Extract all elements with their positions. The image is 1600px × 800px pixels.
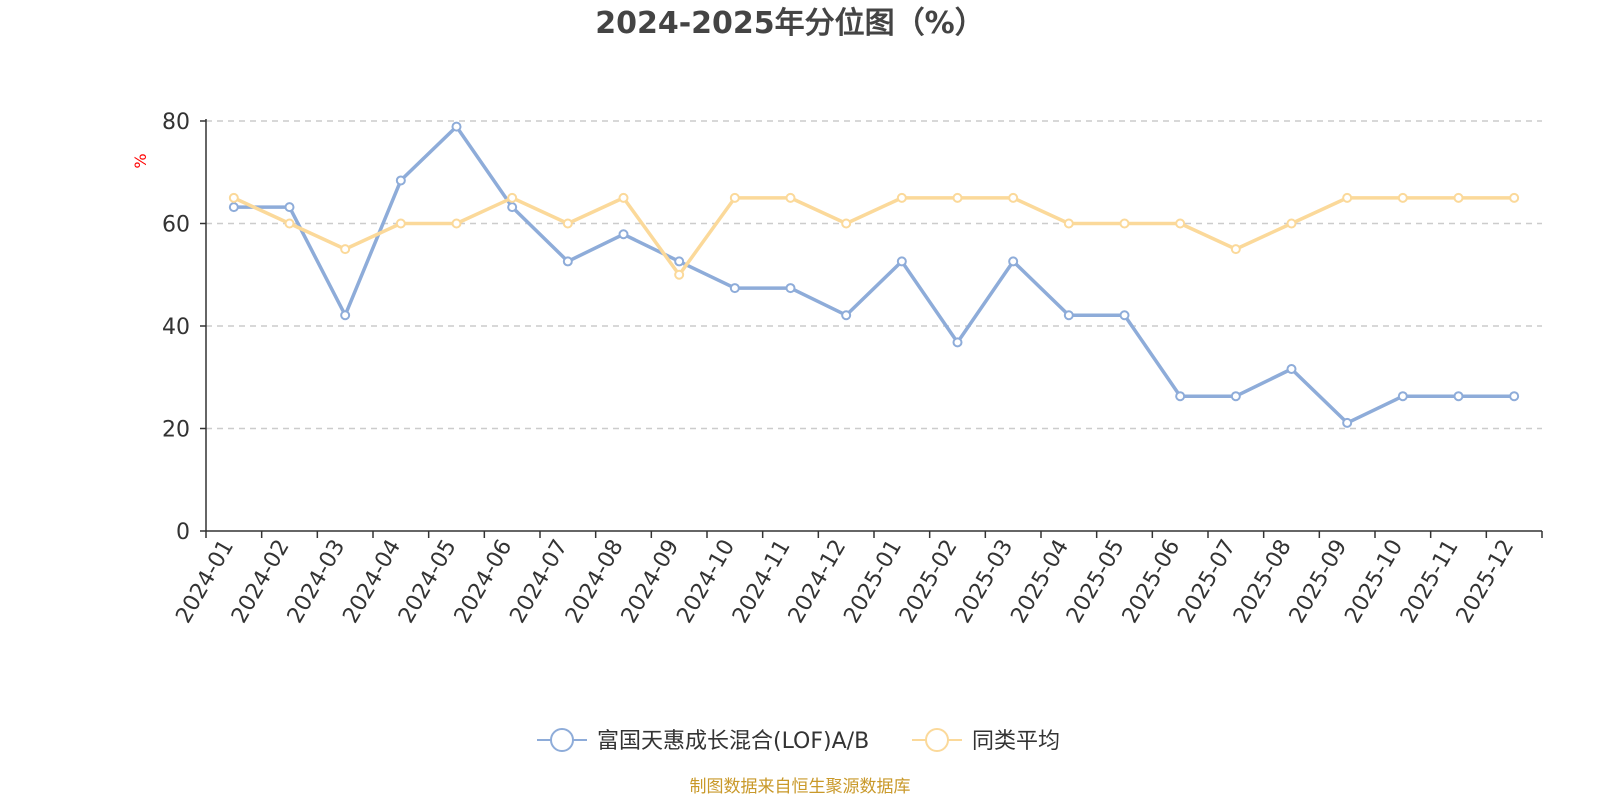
- data-point[interactable]: [1342, 192, 1353, 203]
- data-point[interactable]: [507, 202, 518, 213]
- data-point[interactable]: [1286, 364, 1297, 375]
- data-point[interactable]: [618, 192, 629, 203]
- data-point[interactable]: [1063, 218, 1074, 229]
- data-point[interactable]: [1063, 310, 1074, 321]
- data-point[interactable]: [674, 269, 685, 280]
- data-point[interactable]: [1119, 310, 1130, 321]
- data-point[interactable]: [1342, 417, 1353, 428]
- legend-label: 同类平均: [972, 729, 1060, 754]
- data-point[interactable]: [1397, 391, 1408, 402]
- data-point[interactable]: [228, 202, 239, 213]
- data-point[interactable]: [340, 244, 351, 255]
- data-point[interactable]: [1175, 218, 1186, 229]
- data-point[interactable]: [228, 192, 239, 203]
- data-point[interactable]: [896, 256, 907, 267]
- data-point[interactable]: [841, 310, 852, 321]
- series-0: [228, 121, 1520, 428]
- data-point[interactable]: [1119, 218, 1130, 229]
- data-point[interactable]: [507, 192, 518, 203]
- data-point[interactable]: [785, 283, 796, 294]
- y-tick-label: 40: [162, 315, 190, 340]
- x-axis-ticks: 2024-012024-022024-032024-042024-052024-…: [171, 531, 1543, 628]
- data-point[interactable]: [1230, 391, 1241, 402]
- data-point[interactable]: [562, 256, 573, 267]
- legend-item-0[interactable]: 富国天惠成长混合(LOF)A/B: [537, 728, 869, 754]
- data-point[interactable]: [1286, 218, 1297, 229]
- data-point[interactable]: [451, 218, 462, 229]
- data-point[interactable]: [1008, 256, 1019, 267]
- data-point[interactable]: [284, 202, 295, 213]
- data-point[interactable]: [841, 218, 852, 229]
- data-point[interactable]: [395, 218, 406, 229]
- y-tick-label: 80: [162, 110, 190, 135]
- y-tick-label: 0: [176, 520, 190, 545]
- data-point[interactable]: [729, 283, 740, 294]
- data-point[interactable]: [284, 218, 295, 229]
- data-point[interactable]: [1453, 192, 1464, 203]
- chart-title: 2024-2025年分位图（%）: [595, 6, 985, 41]
- data-point[interactable]: [674, 256, 685, 267]
- data-point[interactable]: [1397, 192, 1408, 203]
- data-point[interactable]: [952, 337, 963, 348]
- data-point[interactable]: [1453, 391, 1464, 402]
- y-axis-label: %: [131, 153, 150, 168]
- legend: 富国天惠成长混合(LOF)A/B 同类平均: [537, 728, 1060, 754]
- data-point[interactable]: [1509, 192, 1520, 203]
- y-axis-ticks: 0 20 40 60 80: [162, 110, 206, 545]
- data-point[interactable]: [618, 229, 629, 240]
- data-point[interactable]: [1175, 391, 1186, 402]
- data-point[interactable]: [340, 310, 351, 321]
- y-tick-label: 60: [162, 213, 190, 238]
- legend-marker: [550, 728, 574, 752]
- data-point[interactable]: [451, 121, 462, 132]
- data-point[interactable]: [729, 192, 740, 203]
- y-tick-label: 20: [162, 418, 190, 443]
- series-line: [233, 196, 1515, 277]
- axes: [205, 119, 1542, 532]
- grid-lines: [206, 120, 1542, 430]
- data-point[interactable]: [896, 192, 907, 203]
- data-point[interactable]: [1230, 244, 1241, 255]
- data-point[interactable]: [1008, 192, 1019, 203]
- data-point[interactable]: [562, 218, 573, 229]
- legend-label: 富国天惠成长混合(LOF)A/B: [597, 729, 869, 754]
- data-point[interactable]: [785, 192, 796, 203]
- legend-item-1[interactable]: 同类平均: [912, 728, 1060, 754]
- data-point[interactable]: [952, 192, 963, 203]
- data-point[interactable]: [395, 175, 406, 186]
- legend-marker: [925, 728, 949, 752]
- source-note: 制图数据来自恒生聚源数据库: [690, 777, 911, 797]
- series-lines: [228, 121, 1520, 428]
- series-1: [228, 192, 1520, 280]
- series-line: [233, 124, 1515, 425]
- data-point[interactable]: [1509, 391, 1520, 402]
